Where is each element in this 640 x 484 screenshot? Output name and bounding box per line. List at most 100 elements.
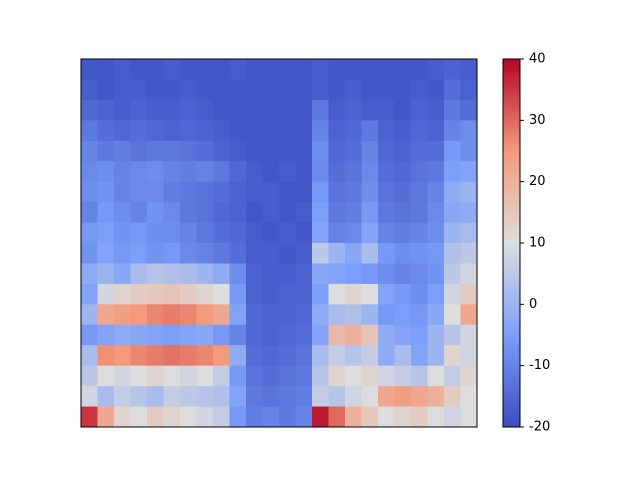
heatmap-cell bbox=[394, 181, 412, 203]
heatmap-cell bbox=[328, 140, 346, 162]
heatmap-cell bbox=[361, 222, 379, 244]
heatmap-cell bbox=[246, 324, 263, 346]
heatmap-cell bbox=[394, 222, 412, 244]
heatmap-cell bbox=[312, 406, 329, 428]
heatmap-cell bbox=[147, 120, 164, 142]
heatmap-cell bbox=[345, 181, 362, 203]
heatmap-cell bbox=[295, 222, 313, 244]
heatmap-cell bbox=[345, 99, 362, 121]
heatmap-cell bbox=[81, 386, 98, 408]
heatmap-cell bbox=[97, 222, 115, 244]
heatmap-cell bbox=[97, 283, 115, 305]
heatmap-cell bbox=[130, 59, 148, 80]
heatmap-cell bbox=[262, 140, 280, 162]
heatmap-cell bbox=[130, 283, 148, 305]
heatmap-cell bbox=[361, 263, 379, 285]
heatmap-cell bbox=[114, 99, 131, 121]
heatmap-cell bbox=[444, 365, 461, 387]
heatmap-cell bbox=[361, 140, 379, 162]
heatmap-cell bbox=[427, 99, 445, 121]
heatmap-cell bbox=[196, 140, 214, 162]
heatmap-cell bbox=[97, 324, 115, 346]
heatmap-cell bbox=[229, 324, 247, 346]
heatmap-cell bbox=[246, 283, 263, 305]
heatmap-cell bbox=[378, 202, 395, 224]
heatmap-cell bbox=[312, 386, 329, 408]
heatmap-cell bbox=[130, 222, 148, 244]
heatmap-cell bbox=[130, 304, 148, 326]
heatmap-cell bbox=[114, 59, 131, 80]
heatmap-cell bbox=[246, 99, 263, 121]
heatmap-cell bbox=[229, 386, 247, 408]
heatmap-cell bbox=[147, 140, 164, 162]
heatmap-cell bbox=[345, 365, 362, 387]
heatmap-cell bbox=[180, 79, 197, 101]
heatmap-cell bbox=[262, 365, 280, 387]
heatmap-cell bbox=[246, 243, 263, 264]
heatmap-cell bbox=[81, 365, 98, 387]
heatmap-cell bbox=[312, 79, 329, 101]
heatmap-cell bbox=[460, 202, 478, 224]
heatmap-cell bbox=[246, 365, 263, 387]
heatmap-cell bbox=[427, 386, 445, 408]
heatmap-cell bbox=[378, 365, 395, 387]
heatmap-cell bbox=[460, 222, 478, 244]
heatmap-cell bbox=[295, 345, 313, 367]
heatmap-cell bbox=[460, 140, 478, 162]
heatmap-cell bbox=[114, 222, 131, 244]
heatmap-cell bbox=[196, 304, 214, 326]
heatmap-cell bbox=[213, 202, 230, 224]
heatmap-cell bbox=[295, 202, 313, 224]
heatmap-cell bbox=[229, 120, 247, 142]
heatmap-cell bbox=[163, 243, 181, 264]
heatmap-cell bbox=[394, 79, 412, 101]
heatmap-cell bbox=[378, 406, 395, 428]
heatmap-cell bbox=[295, 79, 313, 101]
heatmap-cell bbox=[378, 222, 395, 244]
heatmap-cell bbox=[312, 181, 329, 203]
heatmap-cell bbox=[361, 243, 379, 264]
heatmap-cell bbox=[262, 59, 280, 80]
heatmap-cell bbox=[444, 202, 461, 224]
heatmap-cell bbox=[444, 59, 461, 80]
heatmap-cell bbox=[97, 79, 115, 101]
heatmap-cell bbox=[262, 181, 280, 203]
heatmap-cell bbox=[196, 324, 214, 346]
heatmap-cell bbox=[361, 324, 379, 346]
heatmap-cell bbox=[312, 345, 329, 367]
heatmap-cell bbox=[262, 120, 280, 142]
heatmap-cell bbox=[378, 181, 395, 203]
heatmap-cell bbox=[114, 79, 131, 101]
heatmap-cell bbox=[213, 263, 230, 285]
heatmap-cell bbox=[328, 304, 346, 326]
heatmap-cell bbox=[328, 386, 346, 408]
heatmap-cell bbox=[444, 304, 461, 326]
heatmap-cell bbox=[295, 161, 313, 183]
heatmap-cell bbox=[180, 263, 197, 285]
heatmap-cell bbox=[328, 161, 346, 183]
colorbar-tick-label: -20 bbox=[529, 420, 550, 435]
heatmap-cell bbox=[180, 345, 197, 367]
heatmap-cell bbox=[279, 406, 296, 428]
heatmap-cell bbox=[460, 324, 478, 346]
heatmap-cell bbox=[361, 304, 379, 326]
heatmap-cell bbox=[213, 345, 230, 367]
heatmap-cell bbox=[114, 202, 131, 224]
heatmap-cell bbox=[427, 283, 445, 305]
heatmap-cell bbox=[361, 345, 379, 367]
heatmap-cell bbox=[378, 283, 395, 305]
colorbar-tick-label: 10 bbox=[529, 236, 546, 251]
heatmap-cell bbox=[246, 263, 263, 285]
heatmap-cell bbox=[427, 263, 445, 285]
heatmap-cell bbox=[345, 386, 362, 408]
heatmap-cell bbox=[312, 263, 329, 285]
heatmap-cell bbox=[279, 283, 296, 305]
heatmap-cell bbox=[246, 79, 263, 101]
heatmap-cell bbox=[279, 140, 296, 162]
heatmap-cell bbox=[114, 181, 131, 203]
heatmap-cell bbox=[130, 324, 148, 346]
heatmap-cell bbox=[97, 386, 115, 408]
heatmap-cell bbox=[81, 140, 98, 162]
heatmap-cell bbox=[163, 263, 181, 285]
heatmap-cell bbox=[130, 140, 148, 162]
